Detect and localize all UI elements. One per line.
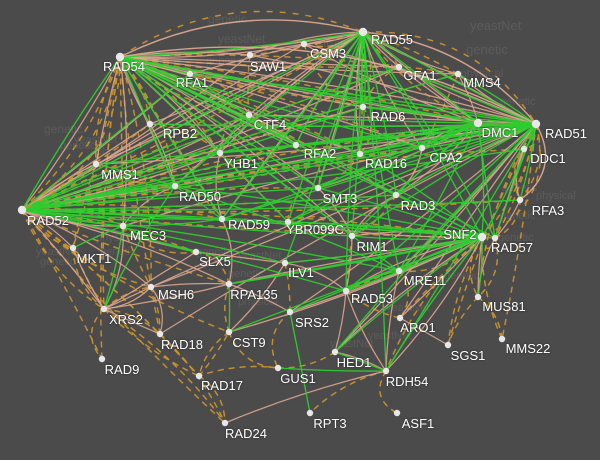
- graph-node-gus1[interactable]: [274, 364, 282, 372]
- graph-node-srs2[interactable]: [286, 308, 294, 316]
- graph-node-rim1[interactable]: [348, 232, 356, 240]
- graph-node-rad18[interactable]: [156, 330, 164, 338]
- graph-node-rad3[interactable]: [392, 191, 400, 199]
- graph-node-rad52[interactable]: [17, 205, 27, 215]
- graph-node-rdh54[interactable]: [382, 367, 390, 375]
- graph-node-mkt1[interactable]: [69, 244, 77, 252]
- graph-node-dmc1[interactable]: [473, 118, 483, 128]
- graph-node-ybr099c[interactable]: [284, 218, 292, 226]
- graph-node-mec3[interactable]: [119, 222, 127, 230]
- graph-node-mus81[interactable]: [474, 293, 482, 301]
- graph-node-rad9[interactable]: [98, 355, 106, 363]
- graph-node-mms22[interactable]: [498, 335, 506, 343]
- graph-node-sgs1[interactable]: [444, 341, 452, 349]
- graph-node-rad53[interactable]: [342, 287, 350, 295]
- graph-node-mms1[interactable]: [92, 160, 100, 168]
- graph-node-rpt3[interactable]: [306, 409, 314, 417]
- graph-node-rad51[interactable]: [531, 119, 541, 129]
- graph-node-hed1[interactable]: [331, 348, 339, 356]
- coexpression-edges: [21, 31, 537, 414]
- graph-node-slx5[interactable]: [192, 248, 200, 256]
- graph-node-mms4[interactable]: [454, 70, 462, 78]
- graph-node-ddc1[interactable]: [520, 145, 528, 153]
- graph-node-msh6[interactable]: [147, 283, 155, 291]
- graph-node-asf1[interactable]: [393, 409, 401, 417]
- graph-node-ilv1[interactable]: [281, 259, 289, 267]
- graph-node-xrs2[interactable]: [100, 305, 108, 313]
- graph-node-gfa1[interactable]: [395, 63, 403, 71]
- graph-node-rad17[interactable]: [195, 372, 203, 380]
- graph-node-ctf4[interactable]: [245, 111, 253, 119]
- graph-node-yhb1[interactable]: [216, 149, 224, 157]
- graph-node-rpa135[interactable]: [225, 280, 233, 288]
- graph-node-mre11[interactable]: [395, 267, 403, 275]
- graph-node-cst9[interactable]: [225, 328, 233, 336]
- graph-node-rfa1[interactable]: [186, 70, 194, 78]
- graph-node-rad54[interactable]: [115, 52, 125, 62]
- graph-node-cpa2[interactable]: [418, 144, 426, 152]
- graph-node-rad59[interactable]: [218, 215, 226, 223]
- graph-node-saw1[interactable]: [246, 51, 254, 59]
- graph-node-smt3[interactable]: [314, 184, 322, 192]
- graph-nodes[interactable]: [17, 27, 541, 427]
- graph-node-rad6[interactable]: [359, 103, 367, 111]
- graph-node-rad57[interactable]: [491, 234, 499, 242]
- graph-node-rad55[interactable]: [358, 27, 368, 37]
- graph-node-rad16[interactable]: [356, 150, 364, 158]
- graph-node-rfa2[interactable]: [292, 141, 300, 149]
- graph-node-aro1[interactable]: [396, 314, 404, 322]
- graph-node-rpb2[interactable]: [146, 120, 154, 128]
- graph-node-rfa3[interactable]: [516, 196, 524, 204]
- graph-node-rad24[interactable]: [221, 419, 229, 427]
- graph-node-rad50[interactable]: [171, 182, 179, 190]
- graph-node-snf2[interactable]: [477, 232, 487, 242]
- outer-arc-edges: [21, 10, 547, 238]
- graph-node-csm3[interactable]: [300, 40, 308, 48]
